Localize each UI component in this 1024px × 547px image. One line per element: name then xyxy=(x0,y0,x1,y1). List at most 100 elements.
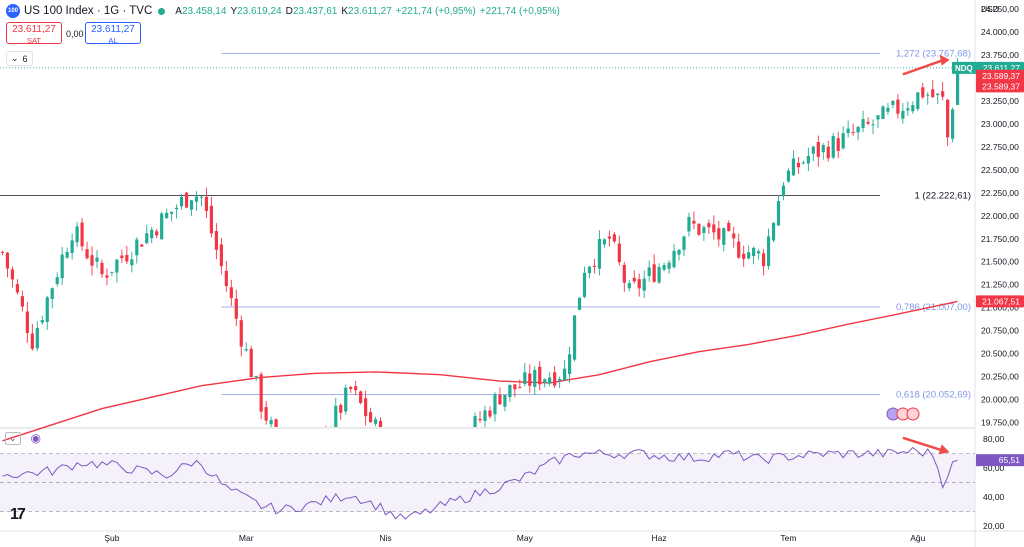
candle xyxy=(697,223,701,236)
candle-body xyxy=(881,106,885,119)
candle-body xyxy=(160,213,164,240)
candle-body xyxy=(677,249,681,255)
candle-body xyxy=(761,253,766,267)
candle xyxy=(801,160,805,165)
candle xyxy=(174,204,179,219)
price-tag xyxy=(976,69,1024,82)
rsi-indicator-icon[interactable]: ◉ xyxy=(30,431,42,445)
candle-body xyxy=(717,228,721,240)
candle-body xyxy=(672,250,676,268)
candle-body xyxy=(179,196,184,207)
candle xyxy=(821,143,825,160)
candle-body xyxy=(373,419,378,424)
candle xyxy=(543,378,547,388)
sell-button[interactable]: 23.611,27 SAT xyxy=(6,22,62,45)
price-tag-value: 23.589,37 xyxy=(982,81,1020,91)
candle xyxy=(105,268,109,286)
index-logo[interactable]: 100 xyxy=(6,4,20,18)
candle xyxy=(632,270,636,284)
candle xyxy=(538,360,542,391)
candle xyxy=(25,302,29,343)
fib-level-label: 0,618 (20.052,69) xyxy=(896,390,971,401)
spread-value: 0,00 xyxy=(66,29,84,39)
fib-level-label: 1 (22.222,61) xyxy=(914,190,971,201)
candle-body xyxy=(30,333,34,349)
candle-body xyxy=(632,277,636,282)
candle-body xyxy=(627,283,631,289)
price-tick: 23.000,00 xyxy=(981,119,1019,129)
candle-body xyxy=(334,405,338,427)
candle xyxy=(378,417,383,427)
candle-body xyxy=(368,412,373,423)
candle-body xyxy=(712,224,716,233)
candle xyxy=(926,91,930,105)
buy-button[interactable]: 23.611,27 AL xyxy=(85,22,141,45)
candle xyxy=(558,376,562,388)
ohlc-value: +221,74 (+0,95%) xyxy=(479,5,560,17)
candle-body xyxy=(727,222,731,232)
price-tick: 20.250,00 xyxy=(981,371,1019,381)
candle-body xyxy=(508,384,512,397)
rsi-pane xyxy=(0,436,975,520)
candle xyxy=(364,390,368,426)
candle xyxy=(20,290,24,312)
candle-body xyxy=(647,267,651,276)
candle xyxy=(692,211,696,230)
candle-body xyxy=(707,223,711,228)
event-markers[interactable] xyxy=(886,407,920,421)
candle-body xyxy=(264,407,268,421)
candle xyxy=(622,261,626,293)
candle xyxy=(597,230,602,276)
candle-body xyxy=(503,395,507,407)
price-axis[interactable]: USD24.250,0024.000,0023.750,0023.500,002… xyxy=(981,4,1019,531)
candle xyxy=(951,107,955,143)
candle xyxy=(249,345,253,378)
rsi-collapse-icon[interactable]: ⌄ xyxy=(5,431,21,445)
candle xyxy=(901,103,905,124)
candle xyxy=(219,238,223,275)
candle xyxy=(130,252,134,273)
candle-body xyxy=(145,233,149,244)
candle xyxy=(761,248,766,276)
candle-body xyxy=(951,109,955,139)
time-axis[interactable]: Şub Mar Nis May Haz Tem Ağu xyxy=(0,530,1024,543)
price-tick: 21.500,00 xyxy=(981,257,1019,267)
price-tick: 22.750,00 xyxy=(981,142,1019,152)
candle-body xyxy=(344,387,348,412)
candle-body xyxy=(0,251,5,253)
rsi-tick: 20,00 xyxy=(983,521,1005,531)
candle-body xyxy=(10,269,15,280)
rsi-arrow-head xyxy=(938,444,950,455)
candle-body xyxy=(244,349,248,351)
candle-body xyxy=(194,196,199,202)
candle xyxy=(95,250,99,269)
candle xyxy=(478,410,482,423)
candle-body xyxy=(234,298,238,319)
candle-body xyxy=(921,87,925,98)
candle xyxy=(498,387,502,406)
candle xyxy=(45,295,49,330)
candle-body xyxy=(836,138,840,151)
candle-body xyxy=(229,287,233,299)
candle xyxy=(264,401,268,425)
candle-body xyxy=(378,420,383,427)
candle xyxy=(776,195,781,226)
price-tick: 23.250,00 xyxy=(981,96,1019,106)
candle xyxy=(563,360,567,382)
candle xyxy=(881,105,885,120)
candle-body xyxy=(871,124,875,126)
candle-body xyxy=(831,135,835,158)
rsi-value-text: 65,51 xyxy=(999,455,1021,465)
candle-body xyxy=(50,288,54,299)
symbol-title[interactable]: US 100 Index · 1G · TVC xyxy=(24,5,153,17)
indicators-toggle[interactable]: ⌄ 6 xyxy=(6,51,33,66)
candle-body xyxy=(861,119,865,129)
candle xyxy=(100,259,104,278)
candle xyxy=(518,379,522,389)
candle-body xyxy=(364,398,368,417)
candle-body xyxy=(488,410,492,417)
candle xyxy=(359,390,363,405)
market-status-dot[interactable] xyxy=(158,7,166,15)
flag-icon[interactable] xyxy=(906,407,920,421)
